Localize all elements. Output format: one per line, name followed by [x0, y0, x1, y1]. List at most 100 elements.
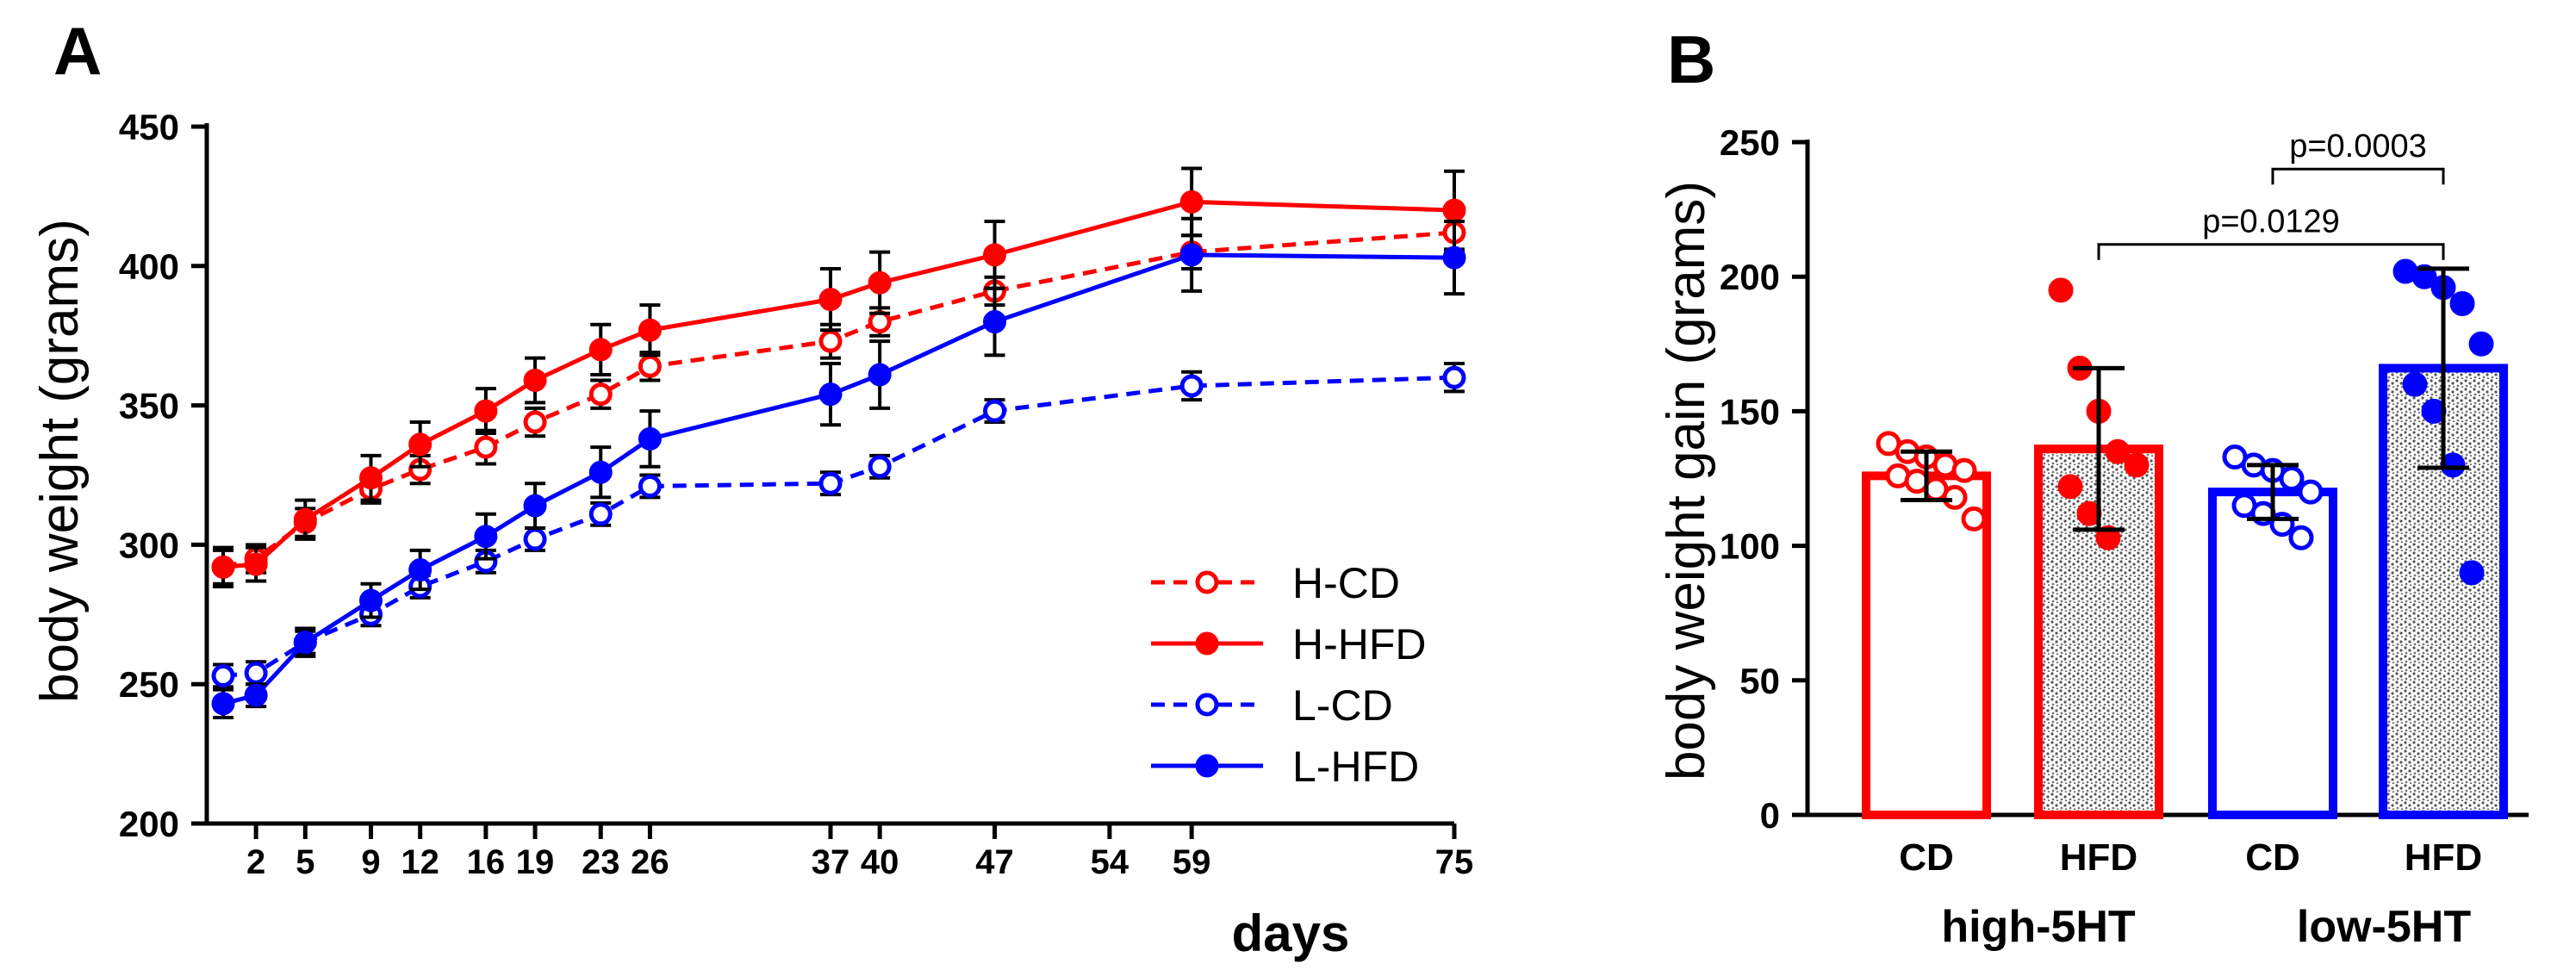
- data-point: [1179, 243, 1204, 267]
- series-line: [222, 375, 1455, 678]
- individual-point: [2095, 525, 2121, 550]
- series-line: [222, 199, 1455, 569]
- legend-marker: [1195, 693, 1219, 717]
- y-tick-label: 250: [119, 664, 179, 705]
- individual-point: [2048, 277, 2074, 303]
- x-tick-label: 23: [582, 843, 620, 881]
- individual-point: [2449, 290, 2475, 316]
- legend-entry-l-cd: L-CD: [1151, 681, 1393, 730]
- y-tick-label: 350: [119, 386, 179, 426]
- error-bar: [1901, 449, 1952, 502]
- individual-point: [2421, 398, 2447, 424]
- y-tick-label: 200: [1720, 257, 1780, 297]
- data-point: [983, 310, 1007, 334]
- y-tick-label: 250: [1720, 122, 1780, 163]
- data-point: [638, 354, 662, 378]
- data-point: [211, 692, 235, 716]
- individual-point: [2459, 560, 2485, 586]
- data-point: [868, 310, 892, 334]
- panel-a: A body weight (grams) days 200 250 300 350 4…: [30, 13, 1473, 962]
- p-value-label: p=0.0003: [2289, 128, 2427, 165]
- series-h-hfd: [211, 166, 1466, 588]
- data-point: [408, 432, 432, 457]
- data-point: [523, 527, 547, 551]
- data-point: [1179, 190, 1204, 214]
- y-tick-label: 400: [119, 246, 179, 287]
- data-point: [1442, 365, 1466, 389]
- p-value-label: p=0.0129: [2202, 204, 2340, 240]
- data-point: [818, 382, 843, 407]
- data-point: [1442, 246, 1466, 270]
- data-point: [868, 363, 892, 387]
- bar-low-5HT-cd: [2208, 444, 2337, 819]
- data-point: [211, 663, 235, 687]
- data-point: [638, 426, 662, 451]
- y-tick-label: 450: [119, 107, 179, 147]
- category-label: CD: [2245, 836, 2300, 879]
- y-tick-label: 100: [1720, 526, 1780, 567]
- data-point: [359, 588, 383, 612]
- x-tick-label: 5: [296, 843, 314, 881]
- individual-point: [2279, 466, 2305, 491]
- panel-a-label: A: [53, 13, 102, 89]
- error-bar: [2417, 266, 2469, 470]
- x-tick-label: 37: [812, 843, 850, 881]
- data-point: [474, 435, 498, 459]
- x-tick-label: 54: [1091, 843, 1129, 881]
- data-point: [818, 471, 843, 495]
- data-point: [588, 338, 613, 362]
- y-tick-label: 0: [1760, 795, 1780, 836]
- panel-a-ylabel: body weight (grams): [30, 219, 90, 703]
- individual-point: [2402, 371, 2428, 397]
- panel-b-ylabel: body weight gain (grams): [1657, 181, 1716, 780]
- data-point: [868, 455, 892, 479]
- data-point: [588, 502, 613, 526]
- individual-point: [2411, 264, 2437, 289]
- individual-point: [1961, 506, 1987, 532]
- legend-label: L-HFD: [1292, 743, 1419, 791]
- category-label: HFD: [2405, 836, 2482, 879]
- data-point: [588, 460, 613, 484]
- individual-point: [2057, 474, 2083, 500]
- legend-entry-h-hfd: H-HFD: [1151, 620, 1427, 668]
- legend-marker: [1195, 570, 1219, 594]
- data-point: [244, 552, 268, 576]
- series-l-hfd: [211, 216, 1466, 720]
- data-point: [523, 494, 547, 518]
- data-point: [983, 243, 1007, 267]
- legend-label: H-HFD: [1292, 620, 1427, 668]
- individual-point: [2440, 452, 2466, 478]
- individual-point: [1942, 484, 1968, 510]
- x-tick-label: 12: [401, 843, 439, 881]
- data-point: [523, 368, 547, 392]
- legend-marker: [1195, 754, 1219, 778]
- bracket-line: [2271, 167, 2445, 185]
- data-point: [474, 399, 498, 423]
- bar-low-5HT-hfd: [2379, 258, 2508, 819]
- data-point: [523, 410, 547, 434]
- individual-point: [2468, 331, 2494, 357]
- x-tick-label: 40: [861, 843, 899, 881]
- individual-point: [2076, 500, 2102, 526]
- bar-high-5HT-hfd: [2034, 277, 2163, 819]
- individual-point: [2124, 452, 2150, 478]
- group-label: low-5HT: [2297, 902, 2471, 952]
- legend-marker: [1195, 631, 1219, 656]
- panel-a-xlabel: days: [1232, 905, 1350, 962]
- y-tick-label: 150: [1720, 391, 1780, 432]
- series-l-cd: [211, 362, 1466, 689]
- significance-bracket: p=0.0003: [2271, 128, 2445, 185]
- panel-b: B body weight gain (grams) 0 50 100 150 200 2…: [1657, 22, 2529, 952]
- category-label: HFD: [2060, 836, 2137, 879]
- data-point: [293, 507, 317, 532]
- data-point: [293, 631, 317, 655]
- x-tick-label: 26: [631, 843, 669, 881]
- bar: [2208, 488, 2337, 819]
- data-point: [818, 329, 843, 353]
- series-line: [222, 252, 1455, 706]
- data-point: [818, 288, 843, 312]
- error-bar: [2247, 463, 2299, 521]
- panel-b-label: B: [1667, 22, 1715, 97]
- bar-high-5HT-cd: [1862, 431, 1991, 819]
